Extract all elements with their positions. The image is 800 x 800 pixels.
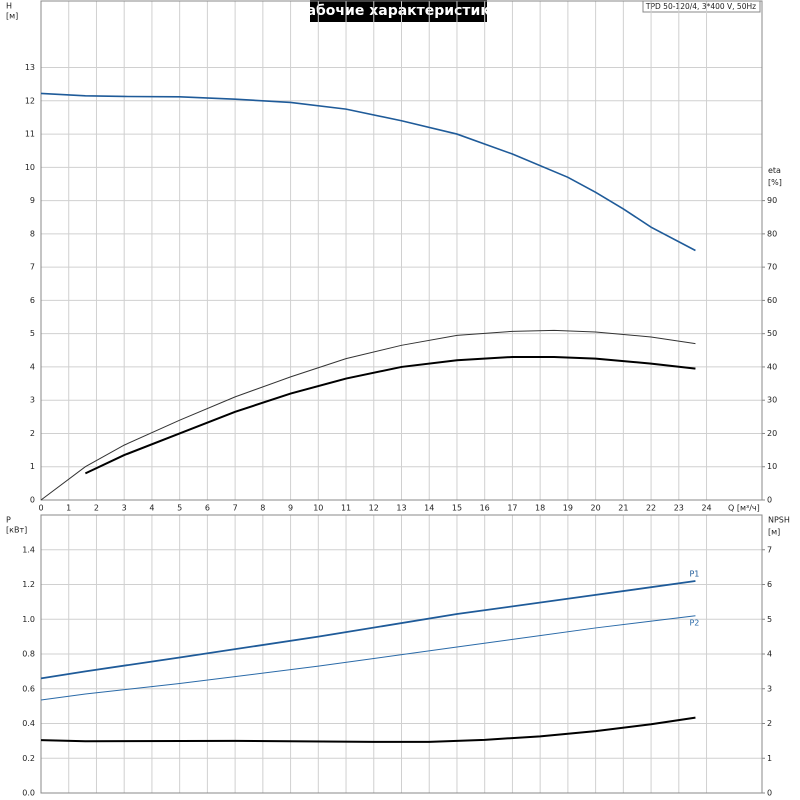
y-axis-label: P — [6, 516, 11, 525]
x-axis-label: Q [м³/ч] — [728, 504, 760, 513]
y2-tick-label: 5 — [767, 615, 772, 624]
y-tick-label: 7 — [30, 263, 35, 272]
x-tick-label: 17 — [507, 504, 517, 513]
y-tick-label: 0.8 — [22, 650, 35, 659]
y2-axis-unit: [%] — [768, 178, 782, 187]
x-tick-label: 0 — [38, 504, 43, 513]
y2-tick-label: 0 — [767, 496, 772, 505]
y-tick-label: 1 — [30, 462, 35, 471]
model-label: TPD 50-120/4, 3*400 V, 50Hz — [645, 2, 756, 11]
x-tick-label: 11 — [341, 504, 351, 513]
y2-tick-label: 3 — [767, 684, 772, 693]
x-tick-label: 8 — [260, 504, 265, 513]
y-tick-label: 0.2 — [22, 754, 35, 763]
y-tick-label: 1.4 — [22, 545, 35, 554]
curve-label: P1 — [689, 570, 699, 579]
x-tick-label: 24 — [701, 504, 711, 513]
y-tick-label: 13 — [25, 63, 35, 72]
y-tick-label: 0.6 — [22, 684, 35, 693]
x-tick-label: 4 — [149, 504, 154, 513]
curve — [84, 355, 696, 475]
curve — [40, 716, 696, 743]
y2-tick-label: 50 — [767, 329, 777, 338]
y2-tick-label: 1 — [767, 754, 772, 763]
y-axis-unit: [кВт] — [6, 526, 27, 535]
y-axis-label: H — [6, 2, 12, 11]
x-tick-label: 9 — [288, 504, 293, 513]
x-tick-label: 14 — [424, 504, 434, 513]
x-tick-label: 22 — [646, 504, 656, 513]
plot-frame — [40, 0, 763, 501]
y2-tick-label: 10 — [767, 462, 777, 471]
x-tick-label: 15 — [452, 504, 462, 513]
y-tick-label: 4 — [30, 362, 35, 371]
y2-axis-label: eta — [768, 166, 781, 175]
x-tick-label: 7 — [233, 504, 238, 513]
curve — [40, 580, 696, 680]
y-tick-label: 1.2 — [22, 580, 35, 589]
y2-tick-label: 20 — [767, 429, 777, 438]
x-tick-label: 21 — [618, 504, 628, 513]
curve-label: P2 — [689, 618, 699, 627]
y-tick-label: 2 — [30, 429, 35, 438]
y2-tick-label: 2 — [767, 719, 772, 728]
y2-tick-label: 70 — [767, 263, 777, 272]
plot-frame — [40, 514, 763, 794]
y2-tick-label: 90 — [767, 196, 777, 205]
y-tick-label: 0.0 — [22, 789, 35, 798]
y-tick-label: 6 — [30, 296, 35, 305]
title-box — [310, 0, 487, 22]
x-tick-label: 3 — [122, 504, 127, 513]
x-tick-label: 23 — [674, 504, 684, 513]
x-tick-label: 2 — [94, 504, 99, 513]
curve — [40, 92, 696, 252]
y-tick-label: 3 — [30, 396, 35, 405]
y-tick-label: 0 — [30, 496, 35, 505]
x-tick-label: 1 — [66, 504, 71, 513]
y2-tick-label: 0 — [767, 789, 772, 798]
y2-tick-label: 80 — [767, 229, 777, 238]
x-tick-label: 19 — [563, 504, 573, 513]
y2-tick-label: 40 — [767, 362, 777, 371]
x-tick-label: 12 — [369, 504, 379, 513]
y-tick-label: 12 — [25, 96, 35, 105]
x-tick-label: 6 — [205, 504, 210, 513]
y2-axis-unit: [м] — [768, 528, 780, 537]
x-tick-label: 16 — [480, 504, 490, 513]
chart-title: Рабочие характеристики — [296, 3, 499, 19]
y2-tick-label: 4 — [767, 650, 772, 659]
curve — [40, 329, 696, 501]
y-tick-label: 5 — [30, 329, 35, 338]
x-tick-label: 10 — [313, 504, 323, 513]
y-tick-label: 10 — [25, 163, 35, 172]
x-tick-label: 5 — [177, 504, 182, 513]
y2-tick-label: 30 — [767, 396, 777, 405]
x-tick-label: 20 — [591, 504, 601, 513]
x-tick-label: 13 — [396, 504, 406, 513]
y-axis-unit: [м] — [6, 12, 18, 21]
y-tick-label: 0.4 — [22, 719, 35, 728]
y-tick-label: 1.0 — [22, 615, 35, 624]
y-tick-label: 8 — [30, 229, 35, 238]
y2-axis-label: NPSH — [768, 516, 790, 525]
y2-tick-label: 60 — [767, 296, 777, 305]
y2-tick-label: 6 — [767, 580, 772, 589]
curve — [40, 615, 696, 701]
x-tick-label: 18 — [535, 504, 545, 513]
y-tick-label: 11 — [25, 130, 35, 139]
y-tick-label: 9 — [30, 196, 35, 205]
y2-tick-label: 7 — [767, 545, 772, 554]
